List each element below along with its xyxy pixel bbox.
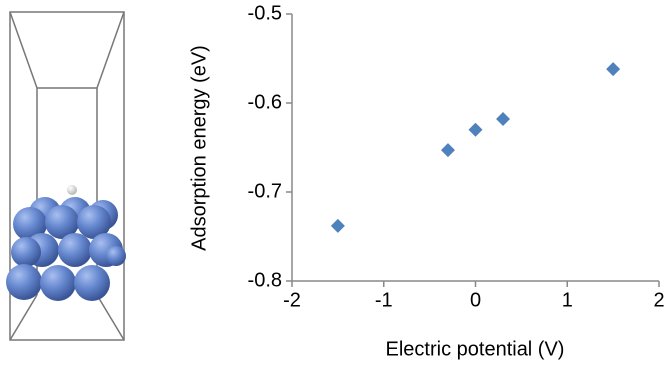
x-tick-label: 1 (562, 289, 573, 311)
h-atom (67, 185, 77, 195)
x-tick-label: -2 (283, 289, 301, 311)
cell-edge (10, 295, 37, 340)
slab-model (6, 12, 126, 340)
chart: Electric potential (V) Adsorption energy… (188, 2, 664, 360)
point (606, 62, 620, 76)
y-tick-label: -0.7 (248, 180, 282, 202)
y-axis-label: Adsorption energy (eV) (188, 45, 210, 251)
x-tick-label: -1 (375, 289, 393, 311)
x-axis-label: Electric potential (V) (386, 338, 565, 360)
cell-edge (97, 12, 124, 88)
y-tick-label: -0.5 (248, 2, 282, 24)
point (469, 123, 483, 137)
cell-edge (97, 295, 124, 340)
point (441, 143, 455, 157)
x-tick-label: 0 (470, 289, 481, 311)
x-tick-label: 2 (653, 289, 664, 311)
figure: Electric potential (V) Adsorption energy… (0, 0, 665, 365)
point (331, 219, 345, 233)
cell-edge (10, 12, 37, 88)
page: Electric potential (V) Adsorption energy… (0, 0, 665, 365)
point (496, 112, 510, 126)
atoms (6, 197, 126, 301)
y-tick-label: -0.8 (248, 269, 282, 291)
y-tick-label: -0.6 (248, 91, 282, 113)
